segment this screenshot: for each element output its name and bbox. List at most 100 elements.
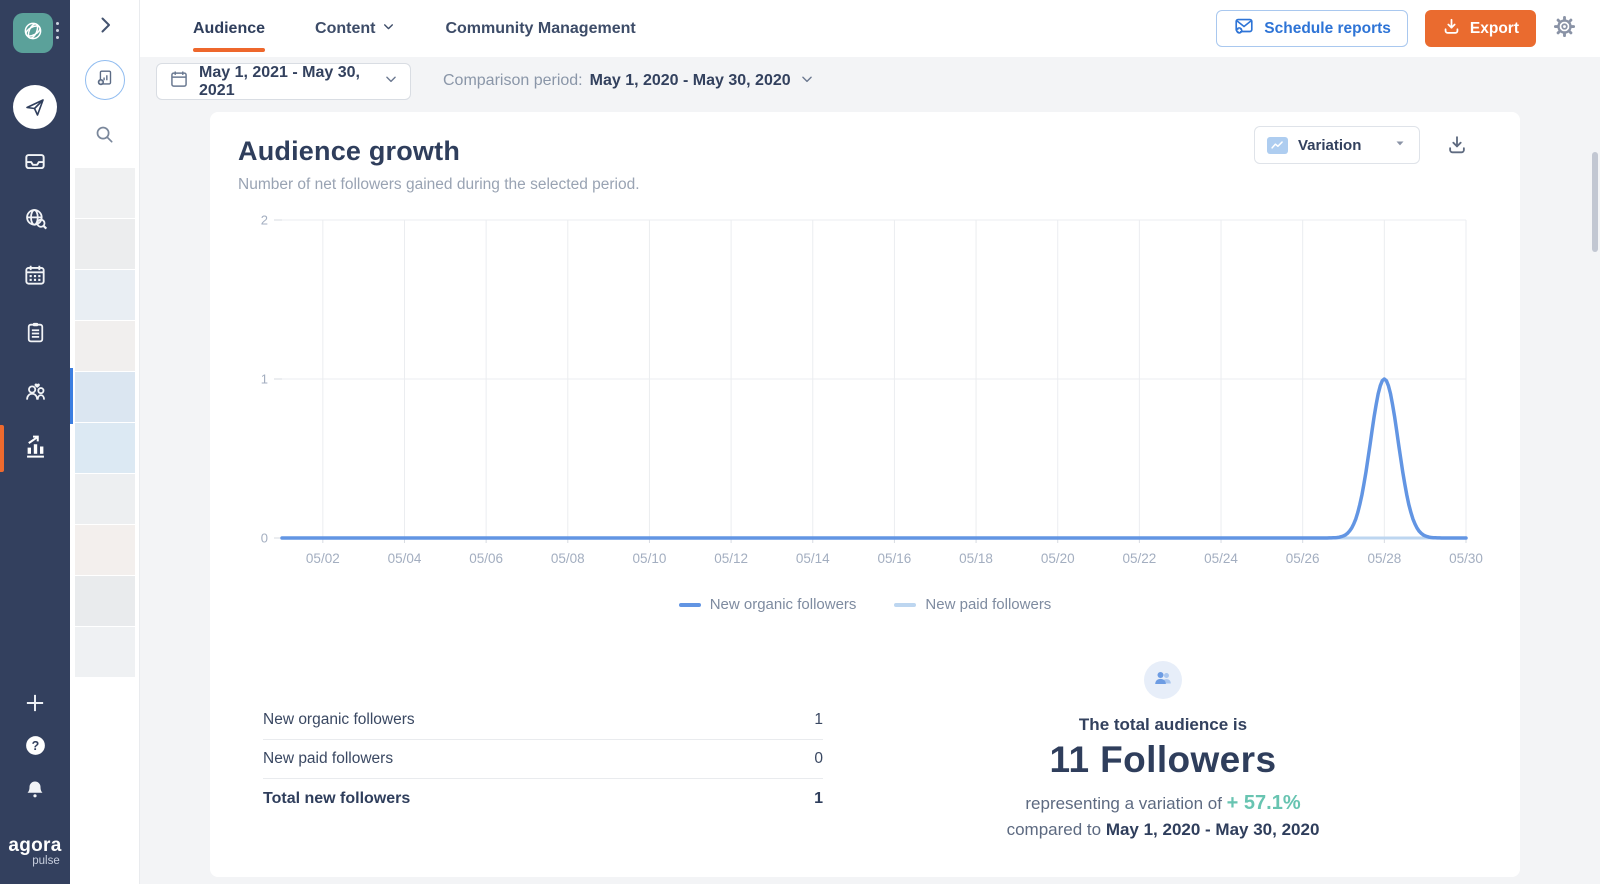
chevron-down-icon <box>1393 136 1407 154</box>
total-audience-summary: The total audience is 11 Followers repre… <box>945 661 1381 840</box>
svg-text:05/10: 05/10 <box>633 551 667 566</box>
globe-search-icon <box>22 205 49 237</box>
comparison-period-control[interactable]: Comparison period: May 1, 2020 - May 30,… <box>443 57 814 105</box>
export-button[interactable]: Export <box>1424 10 1536 47</box>
chevron-down-icon <box>384 72 398 91</box>
primary-sidebar: ? agora pulse <box>0 0 70 884</box>
svg-text:05/14: 05/14 <box>796 551 830 566</box>
svg-text:05/18: 05/18 <box>959 551 993 566</box>
schedule-reports-button[interactable]: Schedule reports <box>1216 10 1408 47</box>
sidebar-item-calendar[interactable] <box>0 249 70 306</box>
brand-text-bottom: pulse <box>32 855 60 867</box>
audience-growth-card: Audience growth Number of net followers … <box>210 112 1520 877</box>
report-page-thumbnail[interactable] <box>75 321 135 371</box>
audience-badge <box>1144 661 1182 699</box>
expand-panel-button[interactable] <box>93 13 117 42</box>
export-label: Export <box>1469 19 1519 37</box>
card-subtitle: Number of net followers gained during th… <box>238 176 640 193</box>
report-page-thumbnail[interactable] <box>75 576 135 626</box>
svg-text:05/30: 05/30 <box>1449 551 1483 566</box>
schedule-reports-label: Schedule reports <box>1264 19 1391 37</box>
chevron-right-icon <box>93 13 117 42</box>
svg-text:?: ? <box>31 739 39 753</box>
date-range-picker[interactable]: May 1, 2021 - May 30, 2021 <box>156 63 411 100</box>
report-pages-panel <box>70 0 140 884</box>
envelope-plus-icon <box>1233 15 1255 42</box>
chevron-down-icon <box>800 72 814 91</box>
report-page-thumbnail[interactable] <box>70 368 135 424</box>
audience-growth-chart[interactable]: 05/02 05/04 05/06 05/08 05/10 05/12 05/14 05/16… <box>240 208 1492 580</box>
kebab-menu-icon[interactable] <box>56 22 59 39</box>
variation-prefix: representing a variation of <box>1025 794 1222 813</box>
report-page-thumbnail[interactable] <box>75 219 135 269</box>
chart-download-button[interactable] <box>1446 134 1468 161</box>
calendar-small-icon <box>169 69 189 94</box>
svg-text:05/06: 05/06 <box>469 551 503 566</box>
svg-text:0: 0 <box>261 531 268 546</box>
add-report-button[interactable] <box>85 60 125 100</box>
report-page-thumbnail[interactable] <box>75 423 135 473</box>
profile-avatar[interactable] <box>13 13 53 53</box>
report-page-thumbnail[interactable] <box>75 627 135 677</box>
sidebar-item-publishing[interactable] <box>0 78 70 135</box>
main-area: Audience Content Community Management <box>140 0 1600 884</box>
report-page-thumbnail[interactable] <box>75 474 135 524</box>
svg-text:1: 1 <box>261 372 268 387</box>
metric-label: New organic followers <box>263 711 415 728</box>
tab-label: Community Management <box>445 19 636 37</box>
vertical-scrollbar-thumb[interactable] <box>1592 152 1598 252</box>
sidebar-add-button[interactable] <box>0 683 70 727</box>
tab-community-management[interactable]: Community Management <box>445 0 635 57</box>
card-title: Audience growth <box>238 136 461 166</box>
followers-summary-table: New organic followers 1 New paid followers… <box>263 701 823 818</box>
add-report-icon <box>94 67 116 94</box>
table-row: New paid followers 0 <box>263 740 823 779</box>
svg-text:05/22: 05/22 <box>1122 551 1156 566</box>
report-page-thumbnail[interactable] <box>75 168 135 218</box>
card-bottom-section: New organic followers 1 New paid followers… <box>210 661 1520 840</box>
tab-audience[interactable]: Audience <box>193 0 266 57</box>
svg-text:05/04: 05/04 <box>388 551 422 566</box>
card-header: Audience growth Number of net followers … <box>210 112 1520 194</box>
svg-text:05/26: 05/26 <box>1286 551 1320 566</box>
comparison-label: Comparison period: <box>443 72 583 89</box>
legend-item[interactable]: New paid followers <box>894 596 1051 613</box>
chart-legend: New organic followers New paid followers <box>210 596 1520 613</box>
sidebar-item-listening[interactable] <box>0 192 70 249</box>
plus-icon <box>22 690 48 721</box>
variation-chart-icon <box>1267 136 1288 154</box>
paper-plane-icon <box>13 84 57 129</box>
metric-value: 1 <box>814 711 823 728</box>
legend-item[interactable]: New organic followers <box>678 596 856 613</box>
chevron-down-icon <box>382 20 395 38</box>
variation-value: + 57.1% <box>1226 792 1301 814</box>
svg-text:05/28: 05/28 <box>1367 551 1401 566</box>
bar-chart-arrow-icon <box>22 433 49 465</box>
calendar-icon <box>22 262 48 293</box>
metric-select[interactable]: Variation <box>1254 126 1420 164</box>
sidebar-help-button[interactable]: ? <box>0 726 70 770</box>
settings-button[interactable] <box>1553 15 1576 43</box>
people-icon <box>1152 667 1174 694</box>
sidebar-item-reports[interactable] <box>0 420 70 477</box>
report-page-thumbnail[interactable] <box>75 525 135 575</box>
tab-content[interactable]: Content <box>315 0 395 57</box>
sidebar-item-inbox[interactable] <box>0 135 70 192</box>
tab-label: Content <box>315 19 376 37</box>
svg-text:05/16: 05/16 <box>878 551 912 566</box>
report-pages-list <box>70 168 135 678</box>
svg-text:05/20: 05/20 <box>1041 551 1075 566</box>
variation-line: representing a variation of + 57.1% <box>945 792 1381 815</box>
sidebar-item-fans[interactable] <box>0 363 70 420</box>
report-page-thumbnail[interactable] <box>75 270 135 320</box>
download-icon <box>1442 17 1461 41</box>
sidebar-notifications-button[interactable] <box>0 770 70 814</box>
tab-label: Audience <box>193 19 266 37</box>
search-reports-button[interactable] <box>93 123 116 151</box>
people-heart-icon <box>22 376 49 408</box>
sidebar-item-queue[interactable] <box>0 306 70 363</box>
metric-select-value: Variation <box>1298 136 1362 154</box>
legend-label: New paid followers <box>925 596 1052 613</box>
metric-label: Total new followers <box>263 789 411 807</box>
